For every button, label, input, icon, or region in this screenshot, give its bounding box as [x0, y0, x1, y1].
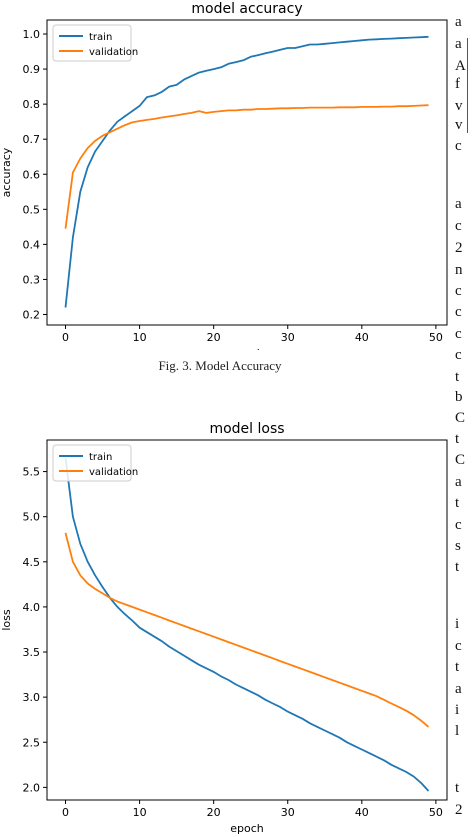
loss-legend-label-train: train	[89, 452, 112, 463]
loss-chart: model loss 0 10 20 30 40 50 2.0 2.5 3.0 3.5 4.0 4.5 5…	[0, 421, 448, 835]
accuracy-y-tick-label: 0.9	[23, 63, 41, 76]
column-rule	[467, 38, 468, 133]
loss-x-tick-label: 10	[133, 806, 147, 819]
side-text-fragment: c	[455, 638, 462, 654]
loss-title: model loss	[209, 421, 284, 437]
side-text-fragment: f	[455, 76, 460, 92]
loss-series-train	[64, 457, 430, 792]
side-text-fragment: c	[455, 517, 462, 533]
accuracy-x-tick-label: 30	[281, 331, 295, 344]
accuracy-y-tick-label: 0.2	[23, 308, 41, 321]
loss-y-tick-label: 3.0	[23, 691, 41, 704]
accuracy-x-tick-label: 40	[355, 331, 369, 344]
side-text-fragment: t	[455, 369, 460, 385]
accuracy-plot-frame	[46, 19, 448, 326]
accuracy-series-validation	[64, 104, 429, 229]
side-text-fragment: c	[455, 138, 462, 154]
loss-y-axis-label: loss	[0, 609, 13, 631]
accuracy-y-axis-label: accuracy	[0, 147, 13, 197]
accuracy-y-tick-label: 0.6	[23, 168, 41, 181]
side-text-fragment: t	[455, 431, 460, 447]
side-text-fragment: a	[455, 681, 462, 697]
side-text-fragment: i	[455, 616, 460, 632]
side-text-fragment: a	[455, 36, 462, 52]
accuracy-x-tick-label: 10	[133, 331, 147, 344]
side-text-fragment: v	[455, 117, 463, 133]
loss-legend-label-validation: validation	[89, 467, 138, 478]
side-text-fragment: t	[455, 659, 460, 675]
loss-y-tick-label: 5.5	[23, 466, 41, 479]
accuracy-x-tick-label: 20	[207, 331, 221, 344]
side-text-fragment: a	[455, 196, 462, 212]
accuracy-y-tick-label: 1.0	[23, 28, 41, 41]
loss-y-tick-label: 4.0	[23, 601, 41, 614]
side-text-fragment: a	[455, 474, 462, 490]
accuracy-y-tick-label: 0.5	[23, 203, 41, 216]
accuracy-x-axis-label: epoch	[230, 347, 264, 350]
side-text-fragment: A	[455, 58, 466, 74]
side-text-fragment: v	[455, 98, 463, 114]
loss-y-tick-label: 5.0	[23, 511, 41, 524]
accuracy-legend-label-train: train	[89, 32, 112, 43]
accuracy-title: model accuracy	[191, 1, 302, 17]
accuracy-chart: model accuracy 0 10 20 30 40 50 0.2 0.3 0.4 0.5 0.6…	[0, 1, 448, 350]
loss-y-tick-label: 3.5	[23, 646, 41, 659]
side-text-fragment: t	[455, 495, 460, 511]
accuracy-legend: train validation	[52, 24, 138, 62]
loss-x-tick-label: 40	[355, 806, 369, 819]
side-text-fragment: t	[455, 559, 460, 575]
side-text-fragment: 2	[455, 802, 463, 818]
side-text-fragment: c	[455, 347, 462, 363]
side-text-fragment: 2	[455, 240, 463, 256]
accuracy-y-tick-label: 0.7	[23, 133, 41, 146]
loss-x-tick-label: 20	[207, 806, 221, 819]
loss-x-tick-label: 30	[281, 806, 295, 819]
side-text-fragment: b	[455, 389, 463, 405]
side-text-fragment: c	[455, 283, 462, 299]
side-text-fragment: c	[455, 218, 462, 234]
figure-caption: Fig. 3. Model Accuracy	[158, 358, 282, 373]
loss-y-tick-label: 2.0	[23, 781, 41, 794]
side-text-fragment: c	[455, 326, 462, 342]
loss-plot-frame	[46, 439, 448, 801]
side-text-fragment: n	[455, 262, 463, 278]
loss-x-axis-label: epoch	[230, 822, 264, 835]
loss-y-tick-label: 4.5	[23, 556, 41, 569]
side-text-fragment: C	[455, 410, 466, 426]
loss-legend: train validation	[52, 444, 138, 482]
side-text-fragment: c	[455, 304, 462, 320]
accuracy-x-tick-label: 0	[62, 331, 69, 344]
accuracy-x-tick-label: 50	[429, 331, 443, 344]
accuracy-y-tick-label: 0.3	[23, 273, 41, 286]
side-text-fragment: a	[455, 14, 462, 30]
accuracy-legend-label-validation: validation	[89, 47, 138, 58]
side-text-fragment: s	[455, 538, 461, 554]
loss-y-tick-label: 2.5	[23, 736, 41, 749]
loss-x-tick-label: 50	[429, 806, 443, 819]
accuracy-y-tick-label: 0.8	[23, 98, 41, 111]
loss-series-validation	[64, 532, 430, 728]
side-text-fragment: i	[455, 702, 460, 718]
side-text-fragment: C	[455, 452, 466, 468]
side-text-fragment: t	[455, 780, 460, 796]
loss-x-tick-label: 0	[62, 806, 69, 819]
accuracy-series-train	[64, 35, 429, 308]
accuracy-y-tick-label: 0.4	[23, 238, 41, 251]
side-text-fragment: l	[455, 723, 460, 739]
